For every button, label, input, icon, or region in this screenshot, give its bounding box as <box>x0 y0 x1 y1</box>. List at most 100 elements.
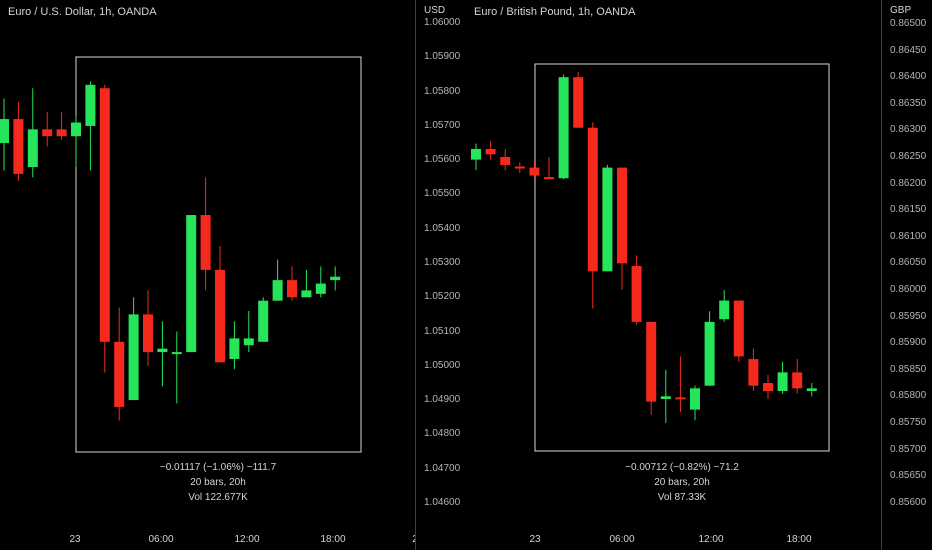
eurgbp-time-label: 06:00 <box>609 534 635 545</box>
eurgbp-candle <box>514 162 525 173</box>
eurgbp-candle-body <box>544 177 554 180</box>
eurusd-price-tick-label: 1.05000 <box>424 359 461 371</box>
eurusd-candle <box>215 245 225 363</box>
eurusd-price-tick-label: 1.04700 <box>424 462 461 474</box>
eurgbp-candle <box>646 321 657 415</box>
eurgbp-candle-body <box>602 167 613 272</box>
eurusd-candle-body <box>99 88 110 342</box>
eurgbp-price-tick-label: 0.86050 <box>890 257 927 269</box>
eurgbp-measure-volume: Vol 87.33K <box>657 492 707 503</box>
eurgbp-price-tick-label: 0.85850 <box>890 363 927 375</box>
eurgbp-candle-body <box>733 300 744 357</box>
eurgbp-candle <box>777 361 788 394</box>
eurusd-candle <box>330 266 341 291</box>
eurusd-chart-pane[interactable]: Euro / U.S. Dollar, 1h, OANDA −0.01117 (… <box>0 0 418 550</box>
eurgbp-candle-body <box>617 167 627 264</box>
eurgbp-candle <box>587 122 598 309</box>
eurusd-axis-unit: USD <box>424 5 446 16</box>
eurusd-candle <box>200 177 211 291</box>
eurusd-measure-change: −0.01117 (−1.06%) −111.7 <box>159 462 277 473</box>
eurusd-candle-body <box>56 129 67 137</box>
eurgbp-measure-box <box>534 63 830 452</box>
eurusd-candle <box>258 297 269 342</box>
eurusd-candle-body <box>13 119 24 174</box>
eurusd-candle <box>0 98 9 171</box>
eurgbp-candle-body <box>719 300 730 320</box>
eurgbp-measure-bars: 20 bars, 20h <box>654 477 710 488</box>
eurusd-candle-body <box>301 290 312 298</box>
eurusd-candle <box>114 307 125 421</box>
eurgbp-candle-body <box>631 266 642 322</box>
eurusd-candle-body <box>215 269 225 363</box>
eurgbp-candle <box>471 143 481 171</box>
eurgbp-price-tick-label: 0.86450 <box>890 44 927 56</box>
eurgbp-candle-body <box>573 77 584 128</box>
eurgbp-price-tick-label: 0.85750 <box>890 416 927 428</box>
eurusd-price-tick-label: 1.04600 <box>424 496 461 508</box>
eurgbp-candle <box>733 300 744 362</box>
eurgbp-price-tick-label: 0.85900 <box>890 337 927 349</box>
eurgbp-candle <box>529 162 540 179</box>
eurgbp-chart-pane[interactable]: Euro / British Pound, 1h, OANDA −0.00712… <box>466 0 881 550</box>
eurgbp-candlestick-chart[interactable] <box>466 0 881 550</box>
eurusd-candle-body <box>85 84 96 126</box>
eurgbp-time-label: 18:00 <box>786 534 812 545</box>
eurusd-candle <box>99 84 110 373</box>
eurusd-candle-body <box>42 129 53 137</box>
eurgbp-candle-body <box>514 166 525 169</box>
eurusd-price-tick-label: 1.06000 <box>424 17 461 29</box>
eurusd-measure-box <box>75 56 362 453</box>
eurusd-candle-body <box>186 215 197 353</box>
eurgbp-price-axis[interactable]: GBP 0.86500 0.86450 0.86400 0.86350 0.86300 0… <box>881 0 932 550</box>
eurgbp-price-tick-label: 0.86000 <box>890 283 927 295</box>
eurusd-price-axis[interactable]: USD 1.06000 1.05900 1.05800 1.05700 1.05600 1… <box>415 0 467 550</box>
eurusd-candle <box>287 266 297 301</box>
eurgbp-candle <box>704 311 715 386</box>
eurusd-candlestick-chart[interactable] <box>0 0 415 550</box>
eurgbp-candle-body <box>529 167 540 176</box>
eurgbp-candle <box>719 289 730 322</box>
eurusd-measure-volume: Vol 122.677K <box>188 492 248 503</box>
eurgbp-price-tick-label: 0.86250 <box>890 150 927 162</box>
eurgbp-candle <box>500 148 511 171</box>
eurgbp-candle-body <box>646 321 657 402</box>
eurgbp-price-tick-label: 0.86100 <box>890 230 927 242</box>
eurgbp-price-tick-label: 0.85800 <box>890 390 927 402</box>
eurgbp-candle <box>573 71 584 128</box>
eurgbp-candle <box>763 375 773 399</box>
eurgbp-candle-body <box>485 148 496 155</box>
eurusd-candle-body <box>27 129 38 168</box>
eurusd-candle-body <box>272 280 283 301</box>
eurgbp-candle-body <box>587 127 598 272</box>
eurusd-candle <box>301 269 312 298</box>
eurusd-price-tick-label: 1.05800 <box>424 85 461 97</box>
eurgbp-candle-body <box>806 388 817 391</box>
eurusd-candle <box>243 310 254 353</box>
eurusd-candle-body <box>330 276 341 281</box>
eurusd-time-label: 12:00 <box>234 534 260 545</box>
eurusd-price-tick-label: 1.05300 <box>424 257 461 268</box>
eurusd-price-tick-label: 1.05100 <box>424 325 461 337</box>
eurusd-price-tick-label: 1.05900 <box>424 51 461 63</box>
eurusd-measure-readout: −0.01117 (−1.06%) −111.7 20 bars, 20h Vo… <box>160 460 276 505</box>
eurusd-candle <box>13 101 24 181</box>
eurusd-candle <box>85 81 96 171</box>
eurusd-candle <box>71 115 81 168</box>
eurusd-candle-body <box>287 280 297 298</box>
eurgbp-candle <box>748 348 759 391</box>
eurgbp-candle-body <box>748 359 759 386</box>
eurgbp-candle-body <box>558 77 569 179</box>
eurusd-price-tick-label: 1.05600 <box>424 154 461 166</box>
eurgbp-candle-body <box>500 156 511 165</box>
eurgbp-candle <box>558 74 569 180</box>
eurusd-candle-body <box>128 314 139 401</box>
eurgbp-measure-readout: −0.00712 (−0.82%) −71.2 20 bars, 20h Vol… <box>625 460 739 505</box>
eurgbp-candle-body <box>777 372 788 391</box>
eurusd-price-tick-label: 1.05200 <box>424 291 461 303</box>
eurgbp-candle-body <box>690 388 700 410</box>
eurusd-candle-body <box>143 314 153 353</box>
eurusd-candle-body <box>157 348 168 353</box>
eurusd-time-label: 23 <box>69 534 81 545</box>
eurusd-candle-body <box>243 338 254 346</box>
eurgbp-measure-change: −0.00712 (−0.82%) −71.2 <box>625 462 739 473</box>
